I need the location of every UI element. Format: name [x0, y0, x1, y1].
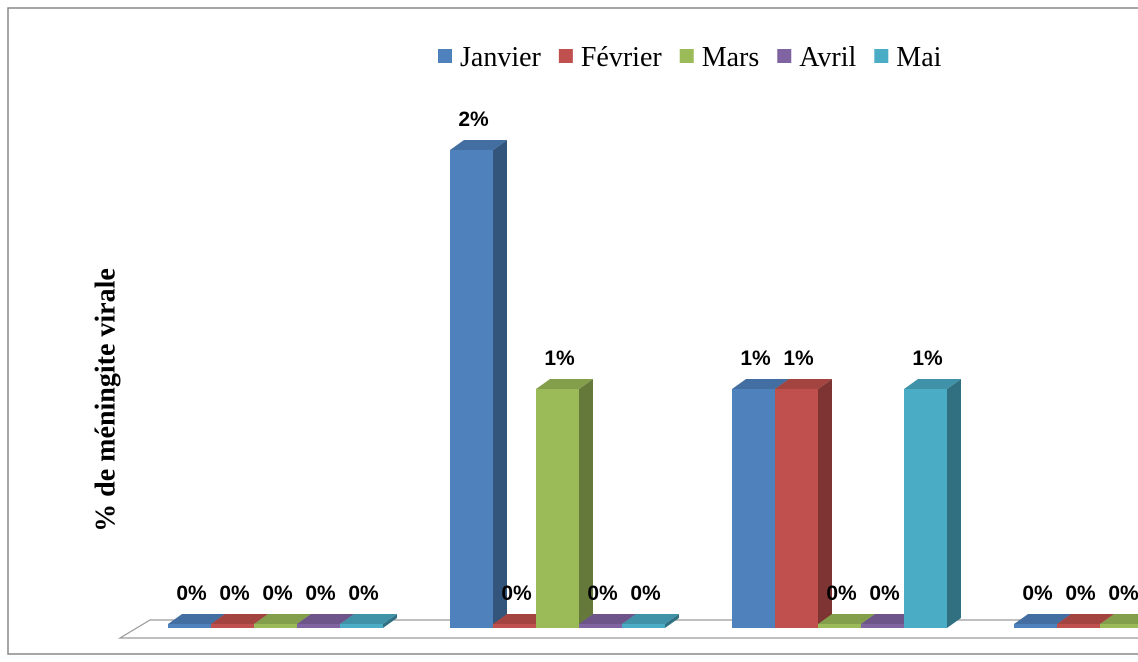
bar-top [861, 614, 918, 624]
data-label: 0% [587, 582, 618, 605]
data-label: 1% [783, 347, 814, 370]
legend-label: Janvier [460, 42, 542, 73]
data-label: 0% [630, 582, 661, 605]
legend-label: Mai [896, 42, 941, 73]
bar-side [947, 379, 961, 628]
bar-top [622, 614, 679, 624]
bar-top [579, 614, 636, 624]
data-label: 1% [544, 347, 575, 370]
bar [450, 150, 493, 628]
bar-top [1100, 614, 1138, 624]
bar [818, 624, 861, 628]
bar [1057, 624, 1100, 628]
legend-label: Février [581, 42, 663, 73]
bar [536, 389, 579, 628]
bar-side [579, 379, 593, 628]
bar [254, 624, 297, 628]
data-label: 0% [501, 582, 532, 605]
bar-top [732, 379, 789, 389]
bar [732, 389, 775, 628]
bar-top [211, 614, 268, 624]
bar-side [818, 379, 832, 628]
bar-top [450, 140, 507, 150]
data-label: 0% [826, 582, 857, 605]
bar-top [254, 614, 311, 624]
data-label: 0% [869, 582, 900, 605]
data-label: 0% [348, 582, 379, 605]
bar-top [904, 379, 961, 389]
bar-top [297, 614, 354, 624]
bar-side [665, 614, 679, 628]
bar-top [1057, 614, 1114, 624]
legend-swatch [874, 49, 889, 63]
legend-label: Mars [702, 42, 760, 73]
bar-top [818, 614, 875, 624]
legend: Janvier Février Mars Avril Mai [438, 42, 942, 73]
data-label: 0% [1022, 582, 1053, 605]
data-label: 1% [740, 347, 771, 370]
bar-top [1014, 614, 1071, 624]
bar-top [493, 614, 550, 624]
bar-side [383, 614, 397, 628]
data-label: 0% [176, 582, 207, 605]
bar [775, 389, 818, 628]
legend-label: Avril [799, 42, 856, 73]
legend-swatch [438, 49, 452, 63]
legend-swatch [558, 49, 573, 63]
bar [579, 624, 622, 628]
bar [211, 624, 254, 628]
bar [297, 624, 340, 628]
bar [493, 624, 536, 628]
bar-top [168, 614, 225, 624]
legend-swatch [679, 49, 694, 63]
data-label: 0% [1065, 582, 1096, 605]
bar [904, 389, 947, 628]
data-label: 0% [219, 582, 250, 605]
bar [340, 624, 383, 628]
data-label: 0% [1108, 582, 1138, 605]
data-label: 2% [458, 108, 489, 131]
bar [622, 624, 665, 628]
bar-top [775, 379, 832, 389]
bar [861, 624, 904, 628]
data-label: 0% [305, 582, 336, 605]
bar-side [493, 140, 507, 628]
y-axis-label: % de méningite virale [90, 268, 121, 532]
bar [1014, 624, 1057, 628]
bar [168, 624, 211, 628]
data-label: 0% [262, 582, 293, 605]
legend-swatch [777, 49, 792, 63]
data-label: 1% [912, 347, 943, 370]
bar [1100, 624, 1138, 628]
bar-top [536, 379, 593, 389]
bar-top [340, 614, 397, 624]
